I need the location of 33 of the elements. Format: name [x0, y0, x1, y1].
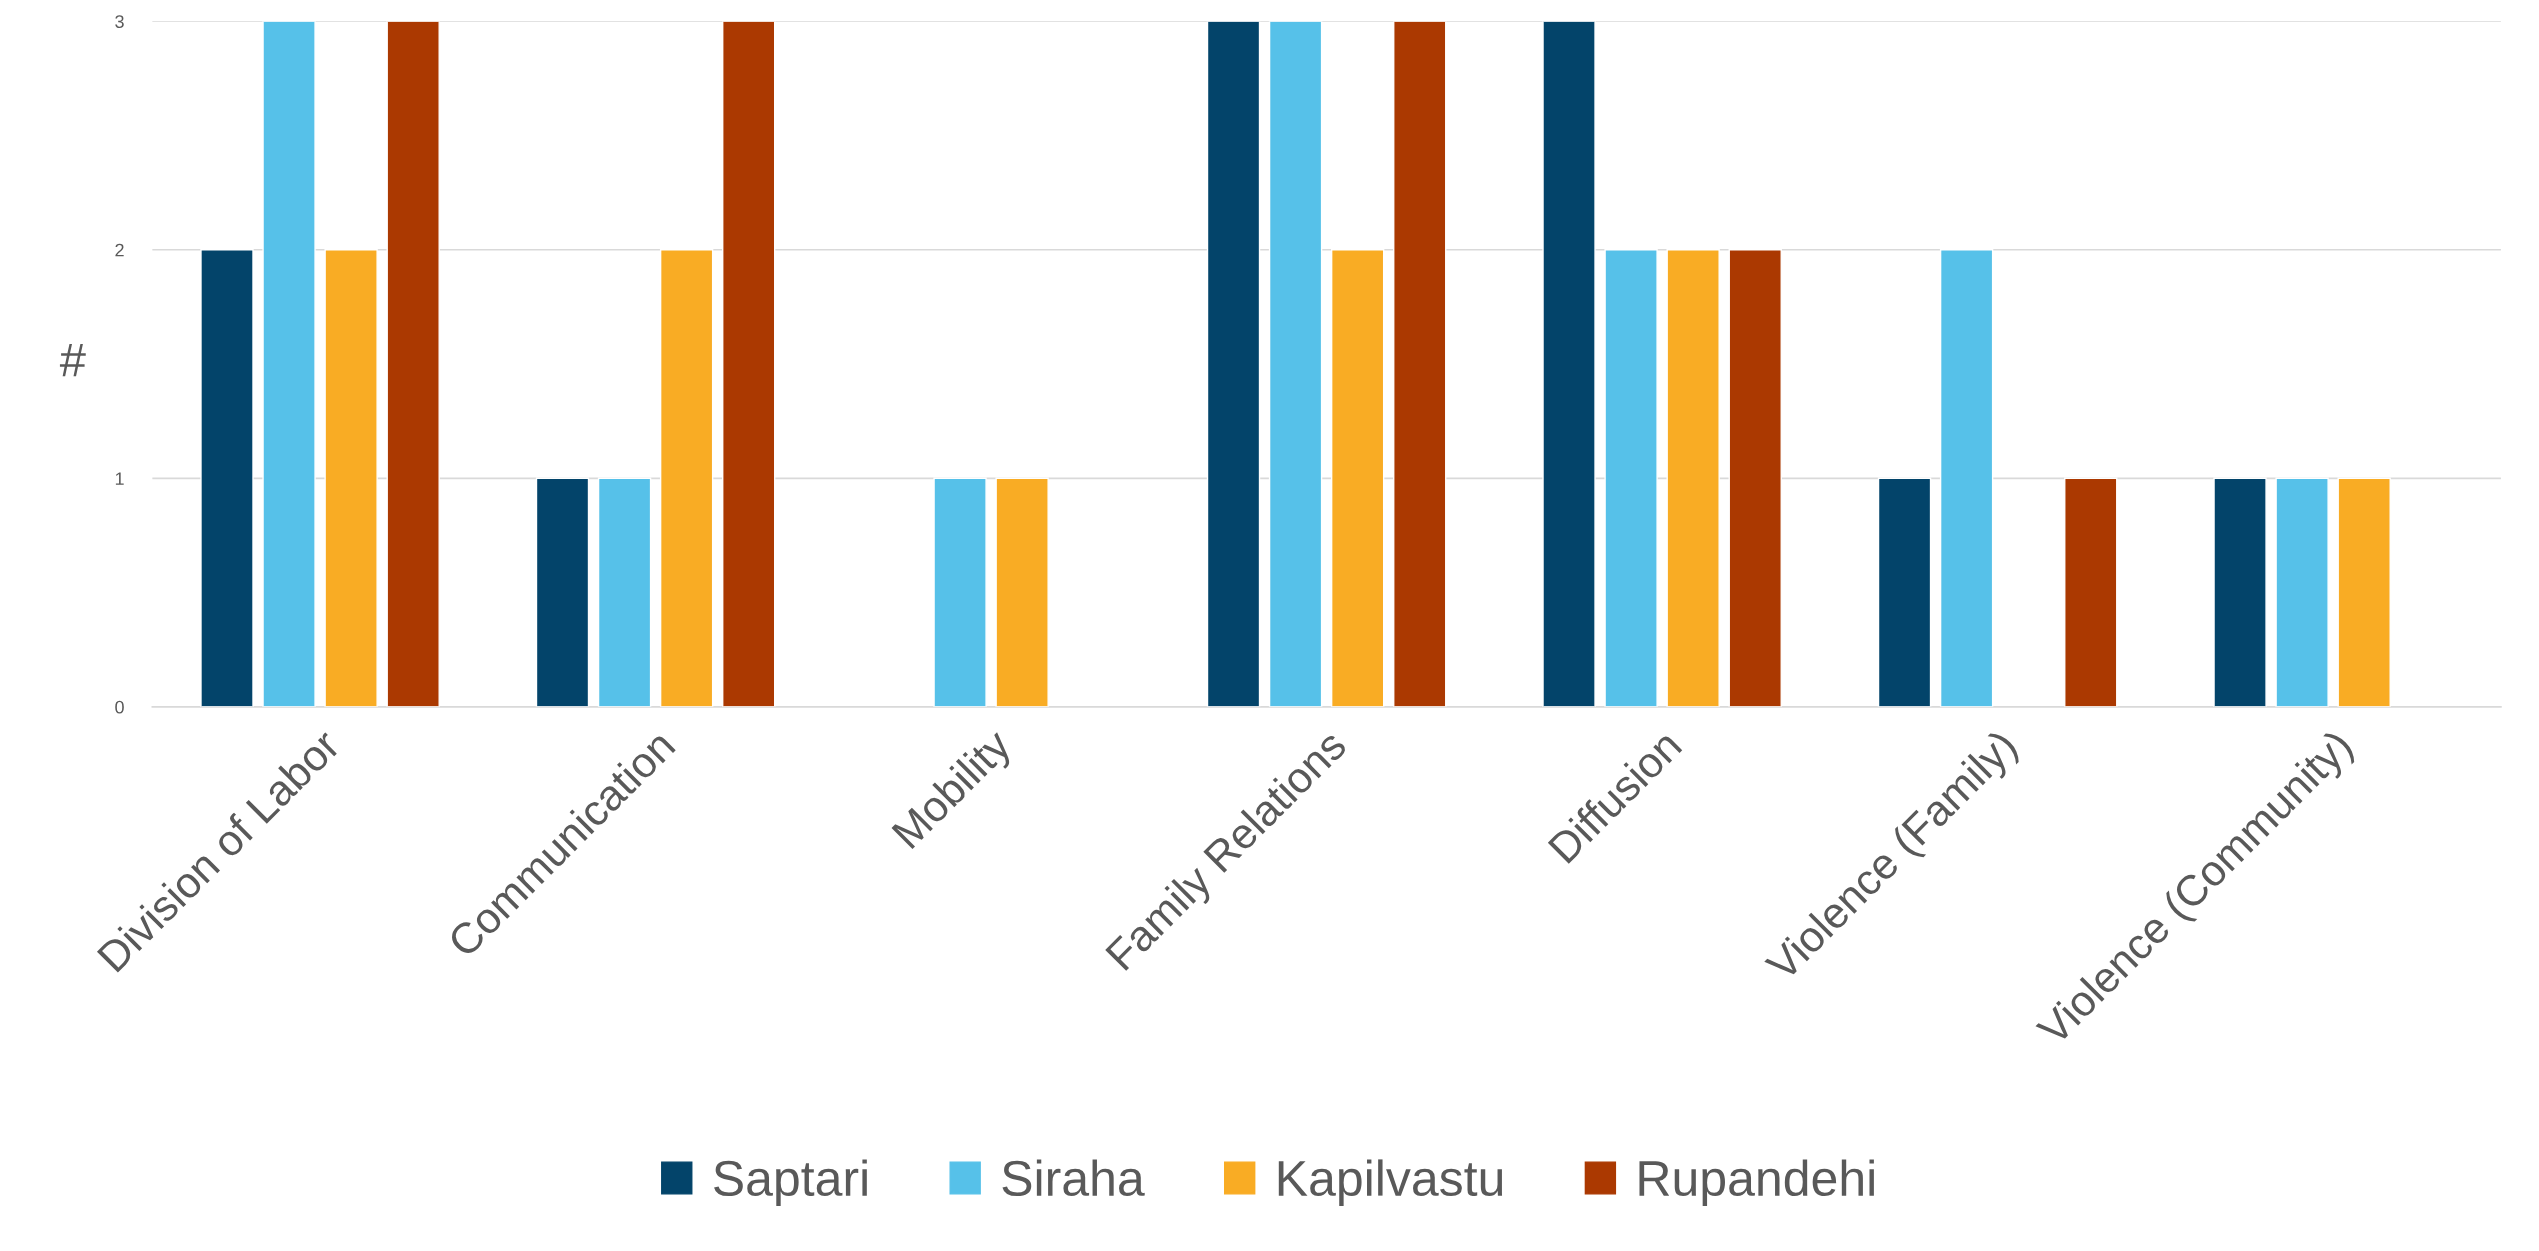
legend-label: Saptari — [714, 1159, 867, 1206]
bar — [2337, 477, 2391, 707]
bar — [386, 21, 440, 707]
bar — [1666, 249, 1720, 707]
bar — [1206, 21, 1261, 707]
y-tick-label: 3 — [115, 15, 124, 28]
bar — [2275, 477, 2329, 707]
y-tick-label: 2 — [115, 243, 124, 257]
bar — [659, 249, 714, 707]
y-tick-label: 1 — [115, 472, 124, 485]
legend-label: Kapilvastu — [1278, 1159, 1503, 1206]
bar — [2064, 477, 2118, 707]
bar — [2213, 477, 2267, 707]
legend-label: Rupandehi — [1639, 1159, 1874, 1206]
bar — [1542, 21, 1596, 707]
bar — [1728, 249, 1782, 707]
bar — [597, 477, 652, 707]
bar — [1604, 249, 1658, 707]
bar — [722, 21, 776, 707]
bar — [1393, 21, 1447, 707]
bar — [1877, 477, 1932, 707]
bar — [324, 249, 378, 707]
bar — [535, 477, 590, 707]
legend-label: Siraha — [1002, 1159, 1145, 1197]
bar — [1330, 249, 1385, 707]
y-axis-title: # — [59, 343, 86, 377]
bar — [200, 249, 254, 707]
bar — [1939, 249, 1994, 707]
y-tick-label: 0 — [115, 700, 124, 714]
bar — [933, 477, 987, 707]
bar — [262, 21, 316, 707]
bar — [1268, 21, 1323, 707]
bar — [995, 477, 1049, 707]
